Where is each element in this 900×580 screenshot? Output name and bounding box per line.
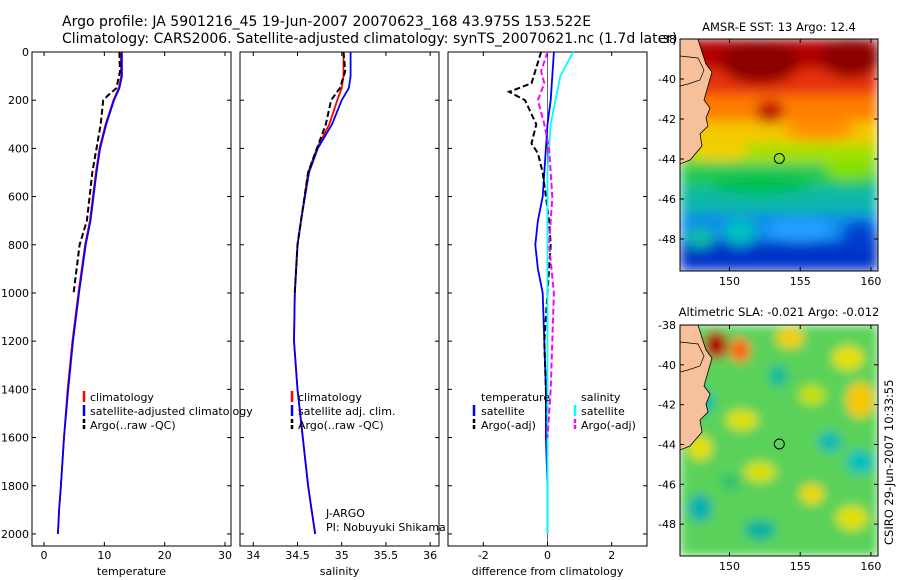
credit-timestamp: CSIRO 29-Jun-2007 10:33:55 [882,379,896,545]
x-tick-label: 35.5 [374,549,399,562]
legend-label: Argo(-adj) [581,419,636,432]
x-tick-label: 2 [608,549,615,562]
series-line-satellite-adj-clim- [293,52,352,535]
sla-map-title: Altimetric SLA: -0.021 Argo: -0.012 [679,305,880,319]
legend-label: Argo(..raw -QC) [298,419,384,432]
depth-tick-label: 600 [8,191,29,204]
sla-map-axes: -38 -40 -42 -44 -46 -48 150 155 160 [658,319,881,573]
depth-tick-label: 1800 [1,480,29,493]
temperature-axes-frame [31,51,232,547]
series-line-satellite-adjusted-climatology [57,52,123,535]
difference-x-axis-label: difference from climatology [472,565,624,578]
depth-tick-label: 1400 [1,383,29,396]
sst-map-axes: -38 -40 -42 -44 -46 -48 150 155 160 [658,33,881,288]
legend-label: climatology [298,391,362,404]
latitude-tick-label: -38 [658,319,676,332]
difference-profile-panel: -2 0 2 difference from climatology temperatu… [447,51,648,578]
series-line-temperature-satellite [534,51,555,534]
legend-label: satellite-adjusted climatology [90,405,253,418]
temperature-profile-panel: 0 200 400 600 800 1000 1200 1400 1600 1800 2000 0 10… [1,46,253,578]
salinity-axes-frame [239,51,440,547]
x-tick-label: 0 [41,549,48,562]
legend-label: satellite [581,405,625,418]
longitude-tick-label: 150 [719,275,740,288]
depth-tick-label: 800 [8,239,29,252]
latitude-tick-label: -40 [658,73,676,86]
float-pi-label: PI: Nobuyuki Shikama [326,521,446,534]
longitude-tick-label: 160 [860,275,881,288]
sla-argo-location-marker [773,438,785,450]
series-line-climatology [57,51,123,535]
series-line-argo-raw-qc- [72,51,122,294]
latitude-tick-label: -44 [658,153,676,166]
title-line-2: Climatology: CARS2006. Satellite-adjuste… [62,31,677,47]
depth-tick-label: 0 [22,46,29,59]
series-line-argo-raw-qc- [293,51,347,294]
x-tick-label: 20 [158,549,172,562]
legend-header-temperature: temperature [481,391,550,404]
sst-map-image [680,39,878,271]
salinity-x-axis-label: salinity [320,565,360,578]
latitude-tick-label: -48 [658,518,676,531]
depth-tick-label: 200 [8,94,29,107]
x-tick-label: 10 [97,549,111,562]
x-tick-label: 34.5 [285,549,310,562]
series-line-temperature-argo-adj- [506,51,552,438]
sla-map-image [680,325,878,556]
latitude-tick-label: -42 [658,113,676,126]
depth-tick-label: 1600 [1,432,29,445]
longitude-tick-label: 160 [860,560,881,573]
sst-map-title: AMSR-E SST: 13 Argo: 12.4 [702,20,856,34]
x-tick-label: 34 [246,549,260,562]
title-line-1: Argo profile: JA 5901216_45 19-Jun-2007 … [62,14,591,30]
latitude-tick-label: -46 [658,478,676,491]
longitude-tick-label: 150 [719,560,740,573]
latitude-tick-label: -38 [658,33,676,46]
sla-map-frame [679,324,879,557]
latitude-tick-label: -48 [658,233,676,246]
x-tick-label: -2 [478,549,489,562]
series-line-climatology [293,52,345,535]
depth-tick-label: 1000 [1,287,29,300]
x-tick-label: 30 [218,549,232,562]
legend-label: satellite adj. clim. [298,405,395,418]
legend-label: satellite [481,405,525,418]
latitude-tick-label: -42 [658,399,676,412]
longitude-tick-label: 155 [790,560,811,573]
latitude-tick-label: -40 [658,359,676,372]
salinity-profile-panel: 34 34.5 35 35.5 36 salinity climatologysatelli… [239,51,440,578]
legend-label: Argo(..raw -QC) [90,419,176,432]
x-tick-label: 35 [335,549,349,562]
float-program-label: J-ARGO [325,507,365,520]
depth-tick-label: 1200 [1,335,29,348]
series-line-salinity-argo-adj- [536,51,555,438]
legend-label: climatology [90,391,154,404]
temperature-x-axis-label: temperature [97,565,166,578]
legend-header-salinity: salinity [581,391,621,404]
sst-map-frame [679,38,879,272]
longitude-tick-label: 155 [790,275,811,288]
sst-argo-location-marker [773,153,785,164]
depth-tick-label: 2000 [1,528,29,541]
latitude-tick-label: -46 [658,193,676,206]
latitude-tick-label: -44 [658,438,676,451]
depth-tick-label: 400 [8,142,29,155]
series-line-salinity-satellite [546,51,574,534]
x-tick-label: 0 [544,549,551,562]
legend-label: Argo(-adj) [481,419,536,432]
x-tick-label: 36 [423,549,437,562]
